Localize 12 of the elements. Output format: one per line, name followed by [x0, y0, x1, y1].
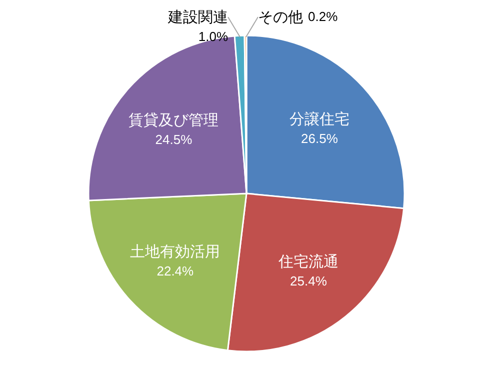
slice-label: 土地有効活用 [130, 244, 220, 261]
slice-label: 賃貸及び管理 [128, 112, 219, 129]
slice-label: 住宅流通 [277, 253, 338, 270]
data-label: 22.4% [156, 264, 194, 279]
slice-label: 分譲住宅 [289, 111, 350, 128]
data-label: 0.2% [308, 9, 338, 24]
data-label: 25.4% [290, 273, 328, 288]
slice-label: その他 [258, 9, 304, 26]
data-label: 24.5% [155, 132, 193, 147]
data-label: 26.5% [301, 131, 338, 146]
data-label: 1.0% [198, 29, 228, 44]
slice-label: 建設関連 [167, 9, 228, 26]
